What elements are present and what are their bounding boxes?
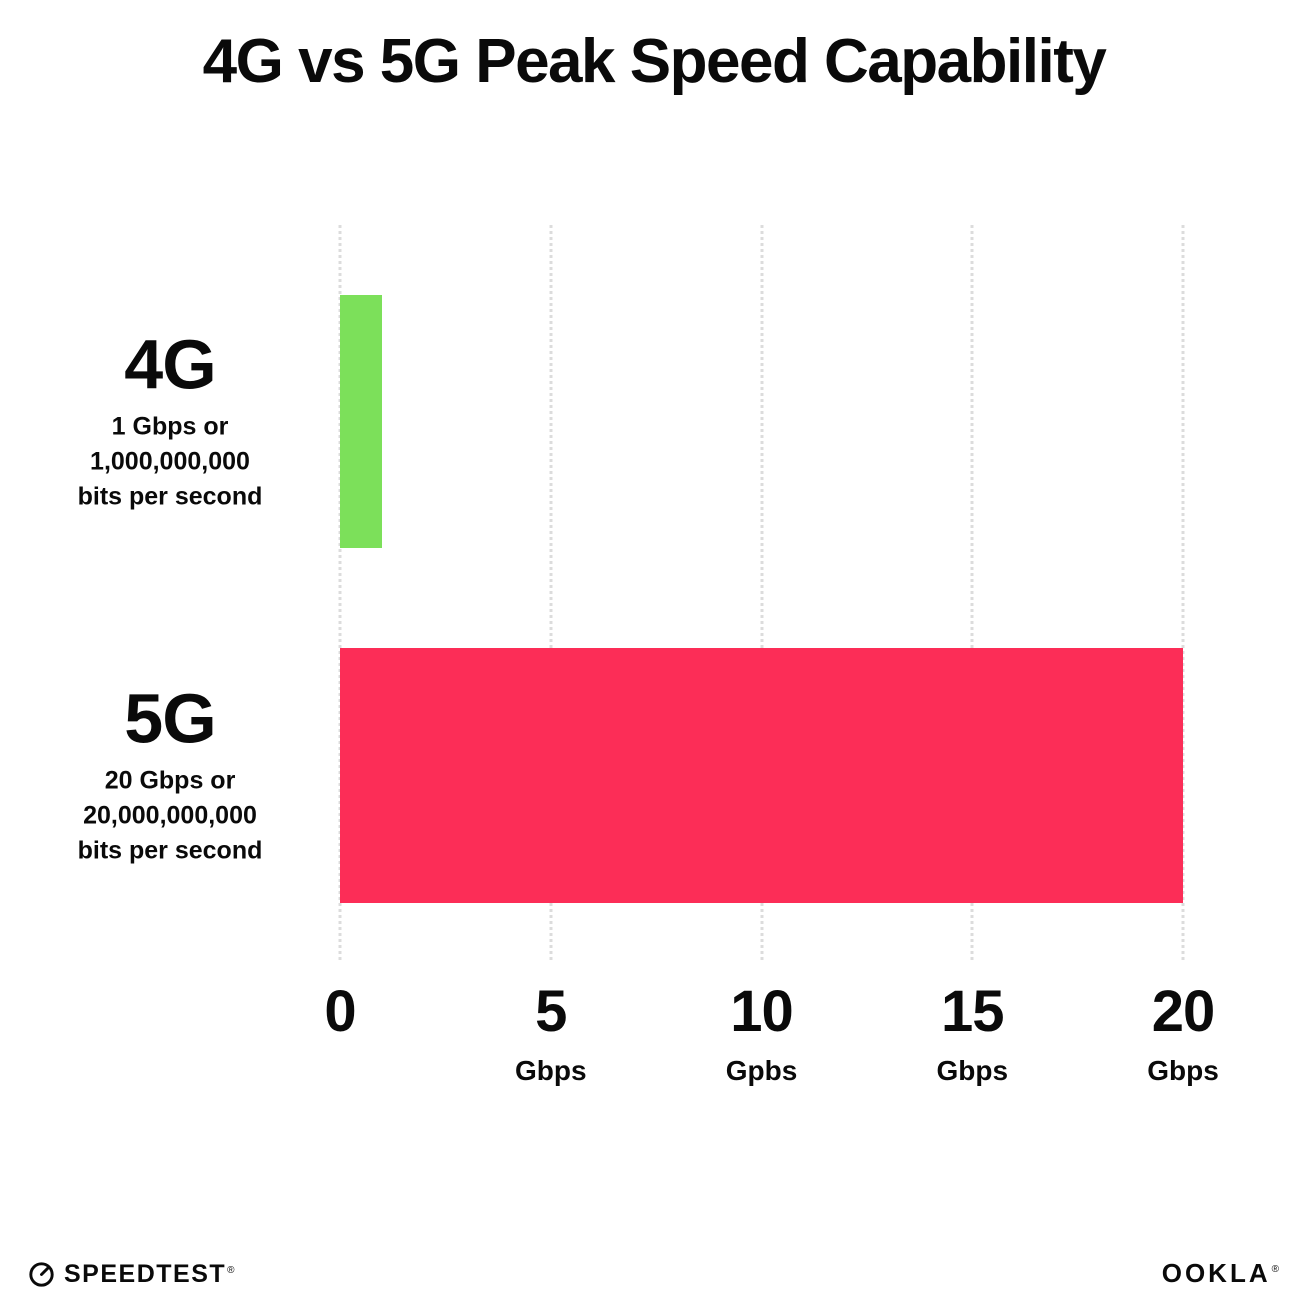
ookla-wordmark: OOKLA <box>1161 1258 1271 1288</box>
x-tick-number: 10 <box>730 979 794 1044</box>
speedtest-trademark: ® <box>227 1264 237 1276</box>
bar-4g <box>340 295 383 548</box>
sublabel-line: 20 Gbps or <box>104 766 236 794</box>
sublabel-line: bits per second <box>77 482 263 510</box>
ookla-trademark: ® <box>1271 1264 1282 1276</box>
sublabel-line: bits per second <box>77 836 263 864</box>
speedtest-wordmark: SPEEDTEST® <box>64 1260 237 1288</box>
gridline-10 <box>760 225 763 960</box>
x-tick-5: 5 Gbps <box>515 983 587 1087</box>
category-name-5g: 5G <box>124 679 216 757</box>
speedtest-gauge-icon <box>29 1262 54 1287</box>
sublabel-line: 1,000,000,000 <box>90 447 250 475</box>
footer: SPEEDTEST® OOKLA® <box>0 1245 1308 1315</box>
x-tick-number: 15 <box>940 979 1005 1044</box>
gridline-0 <box>338 225 342 960</box>
category-name-4g: 4G <box>124 325 216 403</box>
x-tick-15: 15 Gbps <box>936 983 1008 1087</box>
bar-5g <box>340 648 1183 903</box>
category-sublabel-4g: 1 Gbps or 1,000,000,000 bits per second <box>30 409 310 514</box>
category-sublabel-5g: 20 Gbps or 20,000,000,000 bits per second <box>30 763 310 868</box>
x-tick-unit: Gbps <box>1147 1055 1219 1086</box>
x-tick-number: 20 <box>1151 979 1216 1044</box>
plot-area <box>338 225 1185 960</box>
x-tick-number: 5 <box>535 979 567 1044</box>
category-label-4g: 4G 1 Gbps or 1,000,000,000 bits per second <box>30 329 310 514</box>
x-tick-20: 20 Gbps <box>1147 983 1219 1087</box>
gridline-20 <box>1181 225 1185 960</box>
category-label-5g: 5G 20 Gbps or 20,000,000,000 bits per secon… <box>30 683 310 868</box>
gridline-15 <box>970 225 974 960</box>
gridline-5 <box>549 225 553 960</box>
speedtest-logo: SPEEDTEST® <box>28 1260 236 1289</box>
x-axis: 0 5 Gbps 10 Gpbs 15 Gbps 20 Gbps <box>324 983 1218 1113</box>
x-tick-unit: Gbps <box>514 1055 587 1086</box>
sublabel-line: 20,000,000,000 <box>83 801 257 829</box>
x-tick-0: 0 <box>324 979 356 1044</box>
x-tick-number: 0 <box>324 979 356 1044</box>
x-tick-unit: Gbps <box>936 1055 1009 1086</box>
ookla-logo: OOKLA® <box>1162 1258 1282 1289</box>
chart-title: 4G vs 5G Peak Speed Capability <box>202 27 1107 96</box>
x-tick-unit: Gpbs <box>725 1055 798 1086</box>
sublabel-line: 1 Gbps or <box>111 412 229 440</box>
x-tick-10: 10 Gpbs <box>726 983 798 1087</box>
